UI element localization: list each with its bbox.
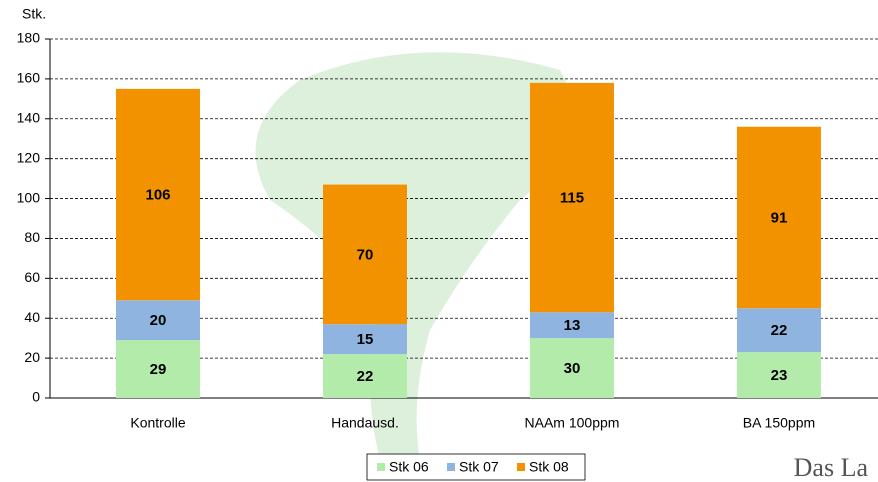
- legend-label: Stk 07: [459, 459, 499, 475]
- bar-segment: [116, 340, 200, 398]
- data-label: 91: [771, 209, 788, 226]
- data-label: 22: [771, 322, 788, 339]
- legend-box: [366, 453, 586, 481]
- data-label: 30: [564, 360, 581, 377]
- y-tick-label: 140: [17, 109, 41, 125]
- legend-swatch: [377, 463, 385, 471]
- y-tick-label: 120: [17, 149, 41, 165]
- data-label: 15: [357, 331, 374, 348]
- data-label: 20: [150, 312, 167, 329]
- bar-segment: [322, 184, 407, 325]
- legend-swatch: [447, 463, 455, 471]
- y-axis-label: Stk.: [22, 6, 46, 22]
- bar-segment: [116, 88, 200, 301]
- y-tick-label: 0: [32, 389, 40, 405]
- bar-segment: [529, 312, 614, 339]
- legend-swatch: [517, 463, 525, 471]
- y-tick-label: 100: [17, 189, 41, 205]
- y-tick-label: 80: [24, 229, 40, 245]
- bar-segment: [529, 82, 614, 313]
- logo: Das La: [794, 453, 869, 482]
- bar-segment: [322, 354, 407, 398]
- y-tick-label: 60: [24, 269, 40, 285]
- data-label: 70: [357, 246, 374, 263]
- data-label: 115: [560, 190, 584, 207]
- bar-segment: [529, 338, 614, 398]
- data-label: 13: [564, 317, 581, 334]
- bar-segment: [116, 300, 200, 341]
- x-tick-label: NAAm 100ppm: [525, 415, 620, 431]
- data-label: 22: [357, 368, 374, 385]
- x-tick-label: BA 150ppm: [743, 415, 815, 431]
- bar-segment: [322, 324, 407, 355]
- legend-label: Stk 06: [389, 459, 429, 475]
- y-tick-label: 160: [17, 70, 41, 86]
- x-tick-label: Kontrolle: [130, 415, 185, 431]
- legend-label: Stk 08: [529, 459, 569, 475]
- data-label: 29: [150, 361, 167, 378]
- y-tick-label: 40: [24, 309, 40, 325]
- x-tick-label: Handausd.: [331, 415, 399, 431]
- data-label: 23: [771, 367, 788, 384]
- watermark: [255, 52, 574, 460]
- y-tick-label: 20: [24, 349, 40, 365]
- bar-segment: [736, 308, 821, 353]
- bar-segment: [736, 352, 821, 398]
- y-tick-label: 180: [17, 30, 41, 46]
- bar-segment: [736, 126, 821, 309]
- data-label: 106: [145, 187, 170, 204]
